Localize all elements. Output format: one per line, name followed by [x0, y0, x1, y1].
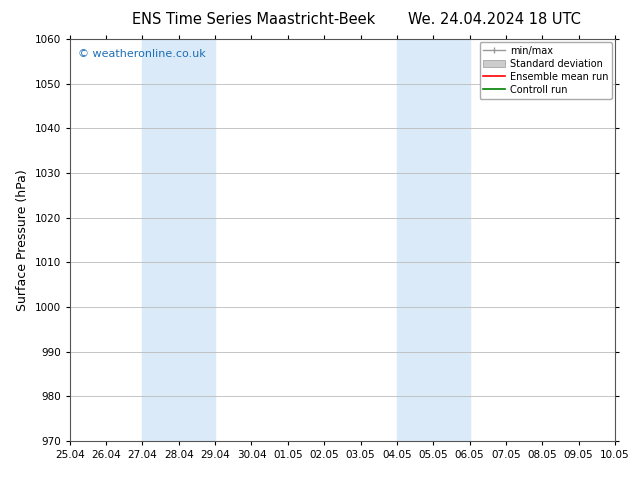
Y-axis label: Surface Pressure (hPa): Surface Pressure (hPa): [16, 169, 29, 311]
Text: © weatheronline.co.uk: © weatheronline.co.uk: [78, 49, 205, 59]
Legend: min/max, Standard deviation, Ensemble mean run, Controll run: min/max, Standard deviation, Ensemble me…: [479, 42, 612, 98]
Bar: [143, 39, 215, 441]
Text: ENS Time Series Maastricht-Beek: ENS Time Series Maastricht-Beek: [132, 12, 375, 27]
Text: We. 24.04.2024 18 UTC: We. 24.04.2024 18 UTC: [408, 12, 581, 27]
Bar: [397, 39, 470, 441]
